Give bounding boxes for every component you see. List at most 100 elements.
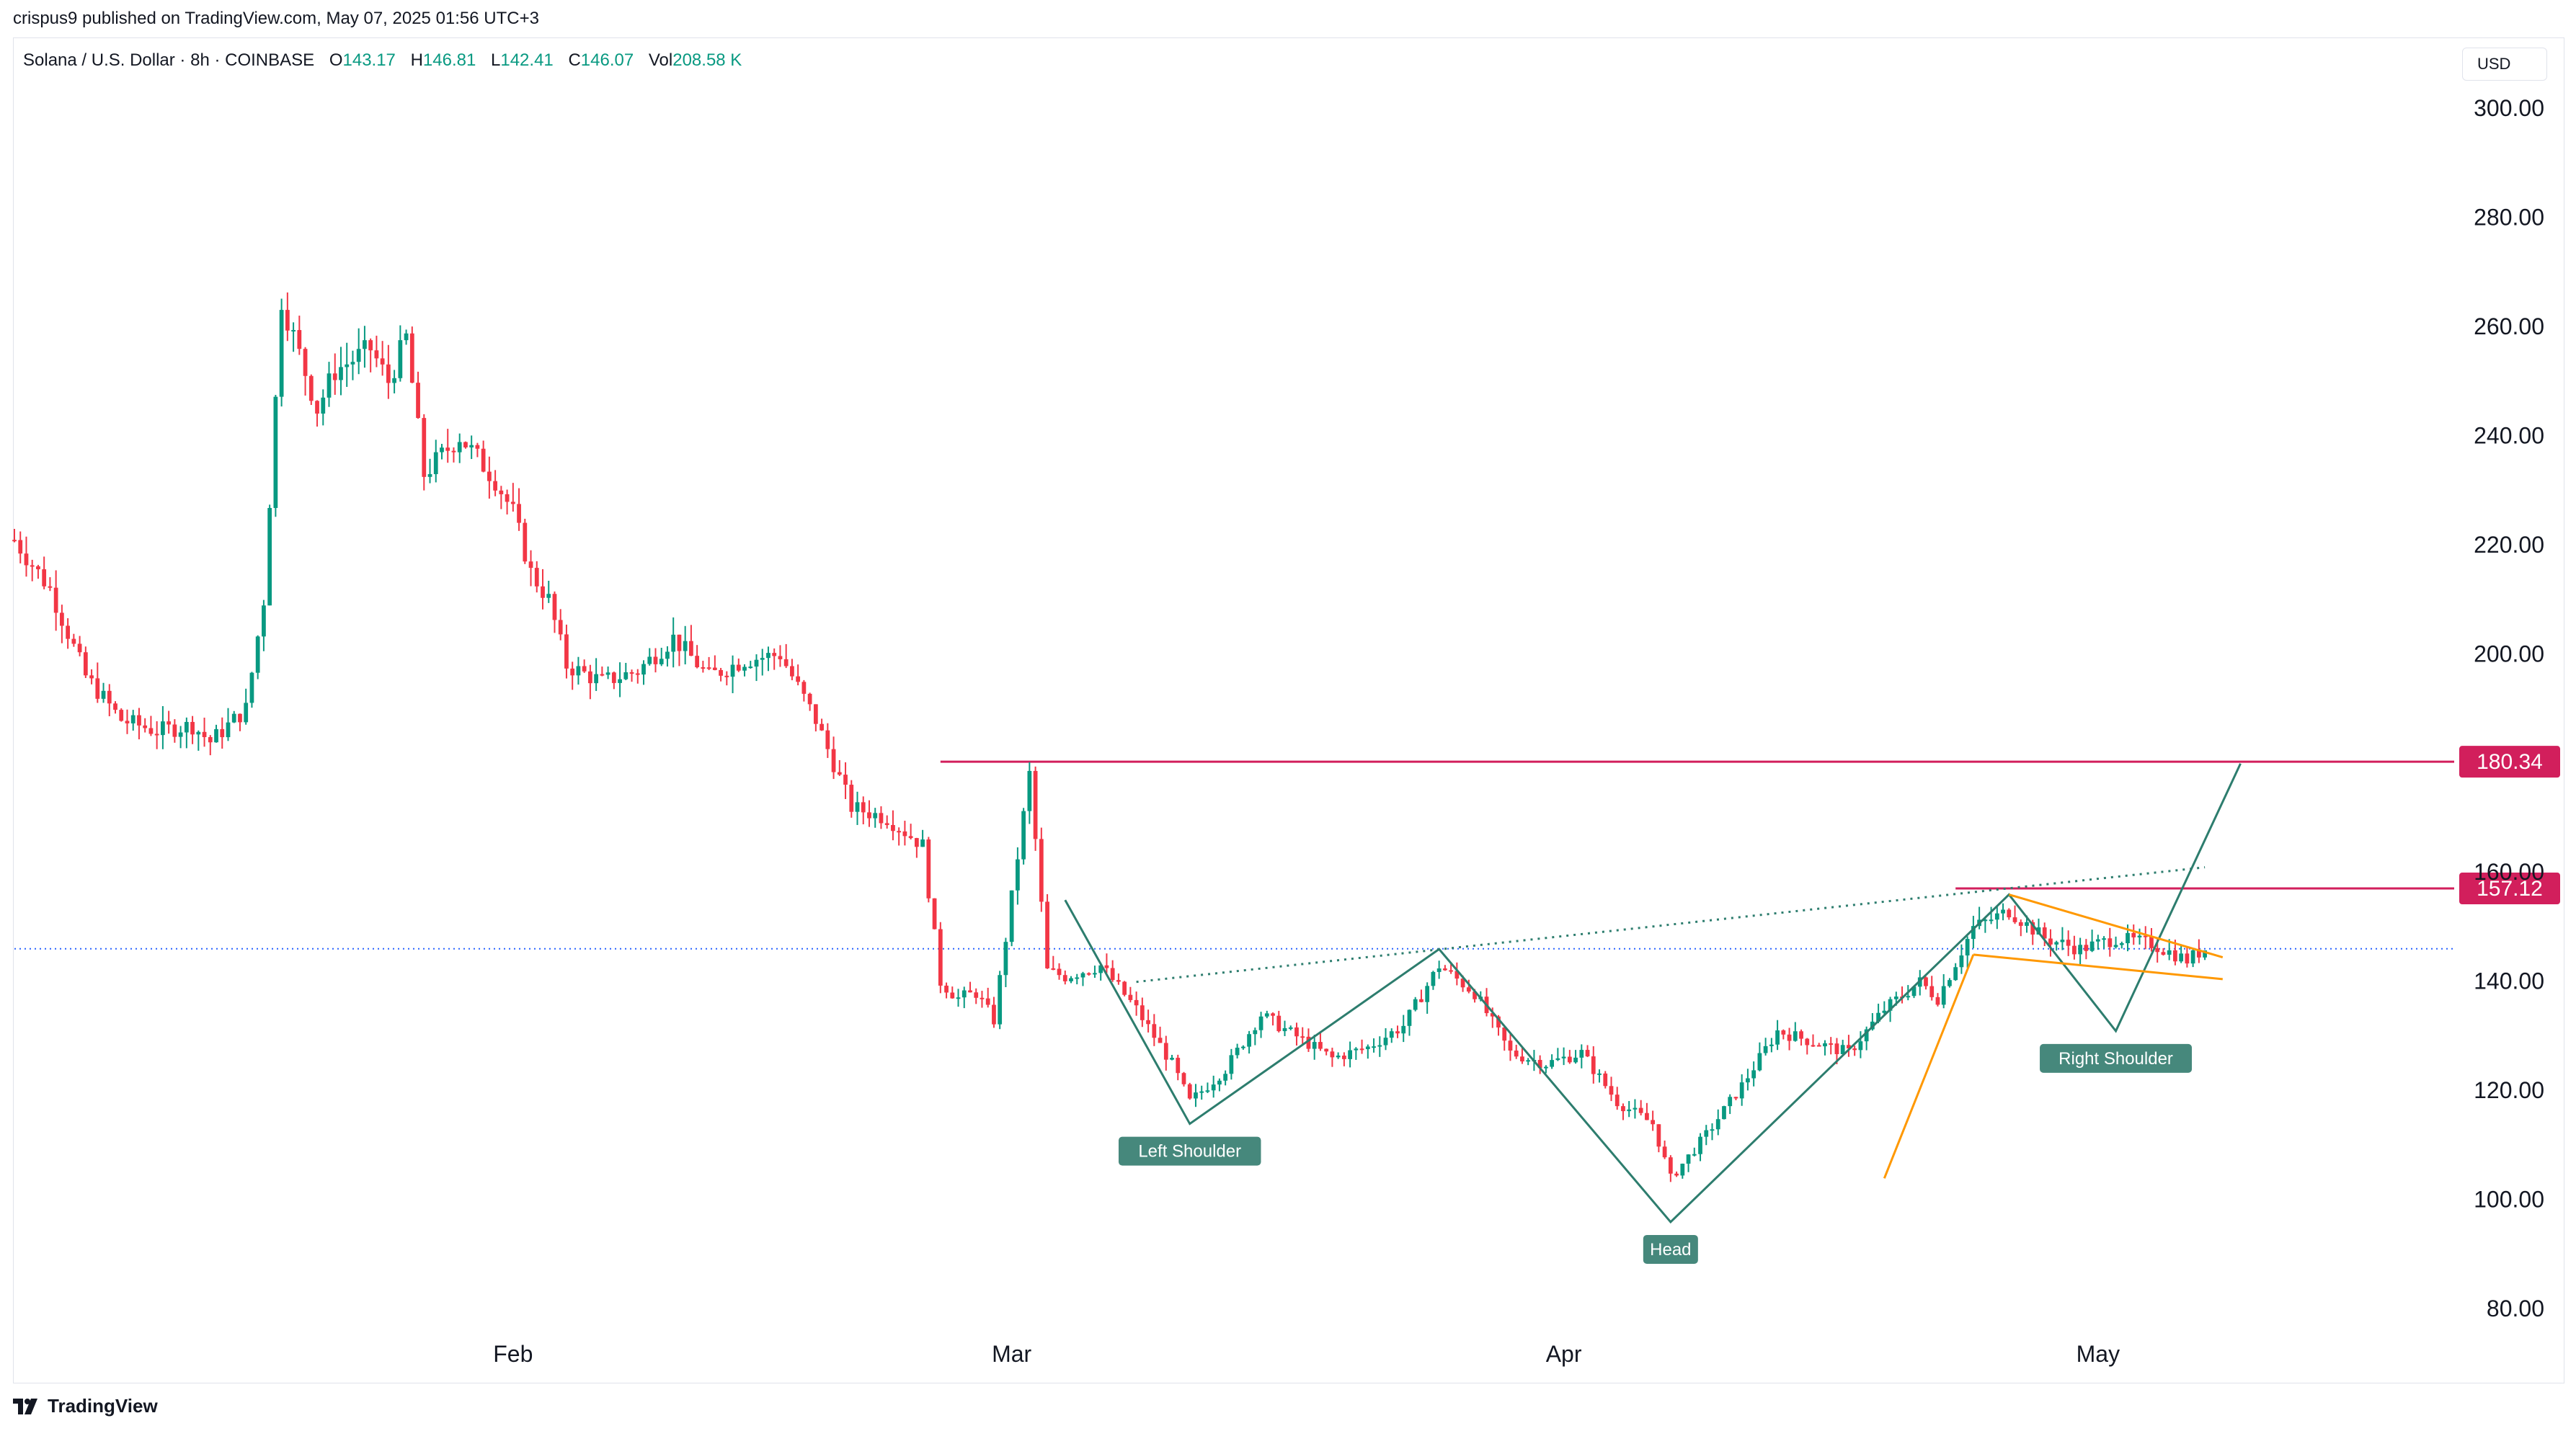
- candle-body: [427, 474, 432, 477]
- currency-button[interactable]: USD: [2462, 48, 2547, 81]
- candle-body: [1395, 1031, 1400, 1034]
- candle-body: [1009, 890, 1014, 942]
- y-tick-label: 80.00: [2487, 1296, 2544, 1321]
- candle-body: [249, 672, 254, 703]
- candle-body: [60, 612, 64, 626]
- candle-body: [701, 667, 706, 669]
- candle-body: [202, 731, 207, 737]
- candle-body: [1146, 1020, 1150, 1025]
- candle-body: [1223, 1074, 1228, 1081]
- y-tick-label: 140.00: [2474, 968, 2544, 994]
- candle-body: [2131, 932, 2136, 937]
- candle-body: [647, 656, 652, 664]
- tradingview-logo-icon: [13, 1398, 37, 1414]
- candle-body: [1906, 996, 1911, 998]
- candle-body: [481, 448, 486, 472]
- candle-body: [1989, 919, 1994, 922]
- candle-body: [2137, 935, 2142, 937]
- candle-body: [879, 813, 884, 824]
- candle-body: [66, 625, 71, 639]
- candle-body: [920, 839, 925, 847]
- candle-body: [1235, 1048, 1240, 1056]
- candle-body: [1793, 1031, 1798, 1041]
- y-tick-label: 200.00: [2474, 641, 2544, 667]
- candle-body: [166, 721, 172, 725]
- candle-body: [873, 813, 878, 819]
- candle-body: [938, 929, 943, 986]
- candle-body: [659, 659, 664, 664]
- candle-body: [392, 378, 396, 383]
- symbol-label[interactable]: Solana / U.S. Dollar · 8h · COINBASE: [23, 50, 315, 70]
- wedge-line: [1883, 954, 1975, 1179]
- candle-body: [588, 671, 592, 684]
- candle-body: [1852, 1048, 1857, 1051]
- high-label: H: [410, 50, 423, 70]
- candle-body: [807, 693, 812, 705]
- candle-body: [2095, 939, 2100, 942]
- candle-body: [1840, 1045, 1845, 1054]
- candle-body: [1300, 1036, 1305, 1038]
- candle-body: [1104, 965, 1109, 968]
- candle-body: [1253, 1030, 1258, 1035]
- candle-body: [1526, 1060, 1531, 1062]
- candle-body: [2113, 945, 2118, 948]
- candle-body: [855, 802, 860, 812]
- candle-body: [683, 641, 688, 651]
- candle-body: [1128, 994, 1133, 1000]
- candle-body: [2119, 943, 2124, 945]
- candle-body: [1205, 1090, 1210, 1092]
- candle-body: [1769, 1044, 1774, 1046]
- candle-body: [1508, 1040, 1513, 1051]
- tradingview-brand[interactable]: TradingView: [13, 1395, 158, 1417]
- candle-body: [386, 364, 391, 383]
- candle-body: [861, 802, 866, 813]
- candle-body: [1520, 1056, 1524, 1062]
- candle-body: [968, 990, 972, 993]
- candle-body: [719, 669, 723, 676]
- candle-body: [416, 383, 420, 419]
- candle-body: [2196, 950, 2201, 958]
- chart-frame: [13, 37, 2564, 1383]
- candle-body: [1603, 1073, 1608, 1087]
- candle-body: [582, 666, 587, 672]
- low-label: L: [491, 50, 501, 70]
- x-tick-label: Apr: [1546, 1341, 1582, 1367]
- candle-body: [1651, 1120, 1656, 1125]
- candle-body: [1318, 1042, 1323, 1049]
- candle-body: [1947, 980, 1952, 986]
- candle-body: [1312, 1042, 1317, 1049]
- candle-body: [154, 734, 159, 736]
- candle-body: [161, 721, 165, 736]
- candle-body: [1264, 1013, 1269, 1017]
- candle-body: [2126, 932, 2130, 944]
- candle-body: [332, 373, 337, 380]
- candle-body: [2060, 940, 2065, 942]
- candle-body: [398, 340, 403, 378]
- candle-body: [980, 997, 985, 999]
- candle-body: [1710, 1129, 1715, 1131]
- candle-body: [95, 678, 100, 699]
- y-tick-label: 220.00: [2474, 532, 2544, 558]
- candle-body: [1372, 1046, 1376, 1048]
- x-tick-label: May: [2077, 1341, 2120, 1367]
- candle-body: [12, 540, 17, 542]
- candle-body: [339, 367, 343, 380]
- volume-value: 208.58 K: [672, 50, 742, 70]
- candle-body: [2084, 945, 2089, 951]
- y-tick-label: 280.00: [2474, 204, 2544, 230]
- candle-body: [1698, 1136, 1702, 1154]
- candle-body: [1834, 1043, 1839, 1054]
- y-tick-label: 300.00: [2474, 95, 2544, 121]
- candle-body: [1449, 970, 1453, 972]
- candle-body: [1561, 1056, 1566, 1058]
- candle-body: [570, 668, 575, 676]
- candle-body: [956, 997, 961, 999]
- candle-body: [653, 656, 658, 664]
- candle-body: [552, 594, 557, 620]
- candle-body: [1258, 1016, 1263, 1030]
- candle-body: [796, 676, 801, 682]
- candle-body: [2089, 941, 2095, 951]
- candle-body: [1247, 1034, 1251, 1047]
- wedge-line: [2008, 893, 2224, 959]
